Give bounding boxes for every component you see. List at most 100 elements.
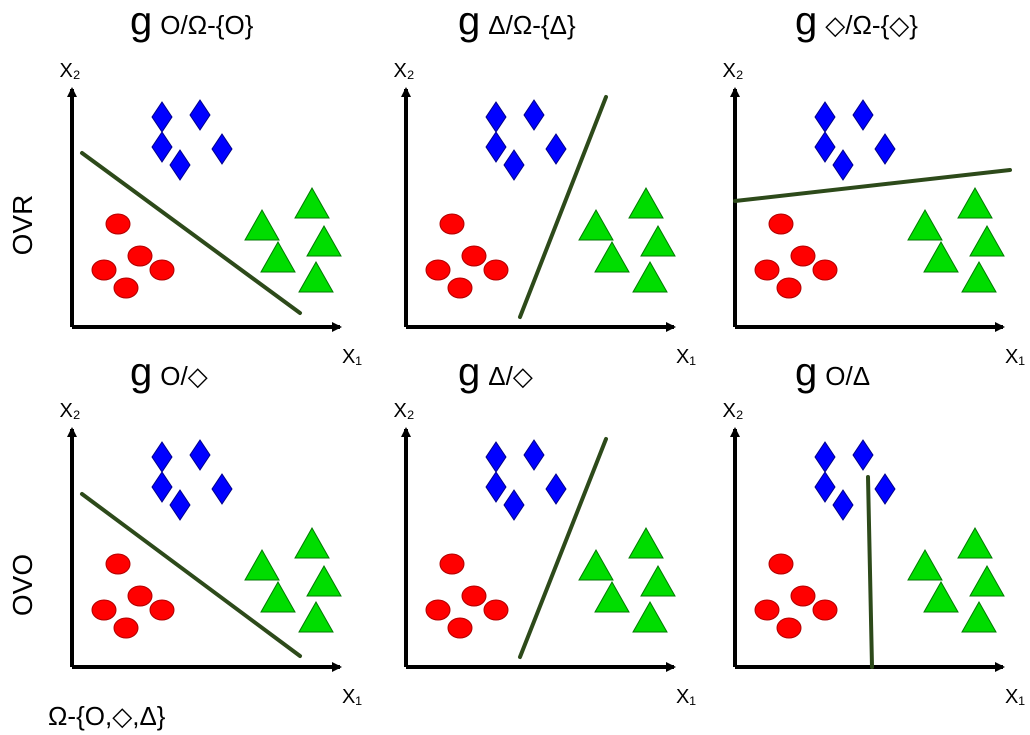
class-triangle-point [306,564,342,597]
class-triangle-point [594,580,630,613]
class-circle-point [149,259,175,281]
class-triangle-point [907,208,943,241]
class-circle-point [790,245,816,267]
class-diamond-point [485,101,507,133]
class-circle-point [105,553,131,575]
class-circle-point [91,599,117,621]
class-triangle-point [632,600,668,633]
class-diamond-point [814,101,836,133]
class-circle-point [812,259,838,281]
class-triangle-point [298,260,334,293]
class-diamond-point [151,471,173,503]
class-circle-point [461,585,487,607]
x2-axis-label: X₂ [393,400,414,422]
panel-title-label: ◇/Ω-{◇} [825,10,918,40]
panel-ovr-triangle: X₂ X₁ g Δ/Ω-{Δ} [393,0,696,368]
x1-axis-label: X₁ [1005,346,1025,368]
class-triangle-point [923,580,959,613]
panel-title: g Δ/◇ [458,350,533,394]
panel-ovo-circle-diamond: X₂ X₁ g O/◇ [59,350,362,708]
class-diamond-point [832,149,854,181]
x2-axis-label: X₂ [59,400,80,422]
class-diamond-point [485,471,507,503]
panel-grid: X₂ X₁ g O/Ω-{O} X₂ X₁ g Δ/Ω-{Δ} X₂ X₁ g ◇/Ω-{◇} X₂ X₁… [59,0,1025,708]
x2-axis-label: X₂ [393,60,414,82]
class-triangle-point [294,526,330,559]
class-triangle-point [969,224,1005,257]
class-circle-point [447,277,473,299]
class-diamond-point [874,473,896,505]
class-diamond-point [151,101,173,133]
footnote-rest-set: Ω-{O,◇,Δ} [48,701,166,731]
class-circle-point [483,599,509,621]
class-circle-point [127,585,153,607]
class-circle-point [425,259,451,281]
class-triangle-point [640,224,676,257]
class-circle-point [812,599,838,621]
class-circle-point [754,599,780,621]
class-diamond-point [523,99,545,131]
discriminant-g: g [795,0,817,43]
panel-ovr-circle: X₂ X₁ g O/Ω-{O} [59,0,362,368]
decision-boundary [80,151,302,315]
class-triangle-point [294,186,330,219]
class-triangle-point [244,208,280,241]
discriminant-g: g [458,350,480,394]
class-triangle-point [628,186,664,219]
class-circle-point [113,277,139,299]
class-diamond-point [874,133,896,165]
class-diamond-point [151,131,173,163]
class-circle-point [439,213,465,235]
class-triangle-point [306,224,342,257]
decision-boundary [866,475,874,669]
class-circle-point [483,259,509,281]
class-diamond-point [523,439,545,471]
decision-boundary [518,437,608,659]
class-circle-point [776,617,802,639]
class-diamond-point [852,439,874,471]
class-triangle-point [961,260,997,293]
panel-title-label: Δ/Ω-{Δ} [488,10,576,40]
class-triangle-point [628,526,664,559]
class-diamond-point [169,489,191,521]
class-triangle-point [923,240,959,273]
class-triangle-point [957,526,993,559]
class-triangle-point [260,580,296,613]
panel-title-label: Δ/◇ [488,361,533,391]
x1-axis-label: X₁ [676,686,696,708]
panel-title-label: O/Ω-{O} [160,10,253,40]
class-triangle-point [594,240,630,273]
class-circle-point [149,599,175,621]
class-diamond-point [503,489,525,521]
x1-axis-label: X₁ [342,686,362,708]
x2-axis-label: X₂ [722,400,743,422]
class-triangle-point [260,240,296,273]
class-diamond-point [169,149,191,181]
discriminant-g: g [130,350,152,394]
discriminant-g: g [130,0,152,43]
class-circle-point [790,585,816,607]
class-triangle-point [961,600,997,633]
discriminant-g: g [458,0,480,43]
class-circle-point [439,553,465,575]
class-circle-point [768,553,794,575]
x1-axis-label: X₁ [676,346,696,368]
panel-title-label: O/◇ [160,361,207,391]
class-circle-point [113,617,139,639]
row-label-ovr: OVR [7,195,38,256]
class-diamond-point [151,441,173,473]
class-triangle-point [907,548,943,581]
class-triangle-point [244,548,280,581]
x1-axis-label: X₁ [1005,686,1025,708]
class-triangle-point [969,564,1005,597]
class-diamond-point [189,439,211,471]
class-circle-point [91,259,117,281]
class-diamond-point [545,473,567,505]
class-circle-point [461,245,487,267]
decision-boundary [518,95,608,319]
decision-boundary [733,168,1012,203]
row-label-ovo: OVO [7,554,38,616]
class-diamond-point [211,473,233,505]
panel-ovo-triangle-diamond: X₂ X₁ g Δ/◇ [393,350,696,708]
